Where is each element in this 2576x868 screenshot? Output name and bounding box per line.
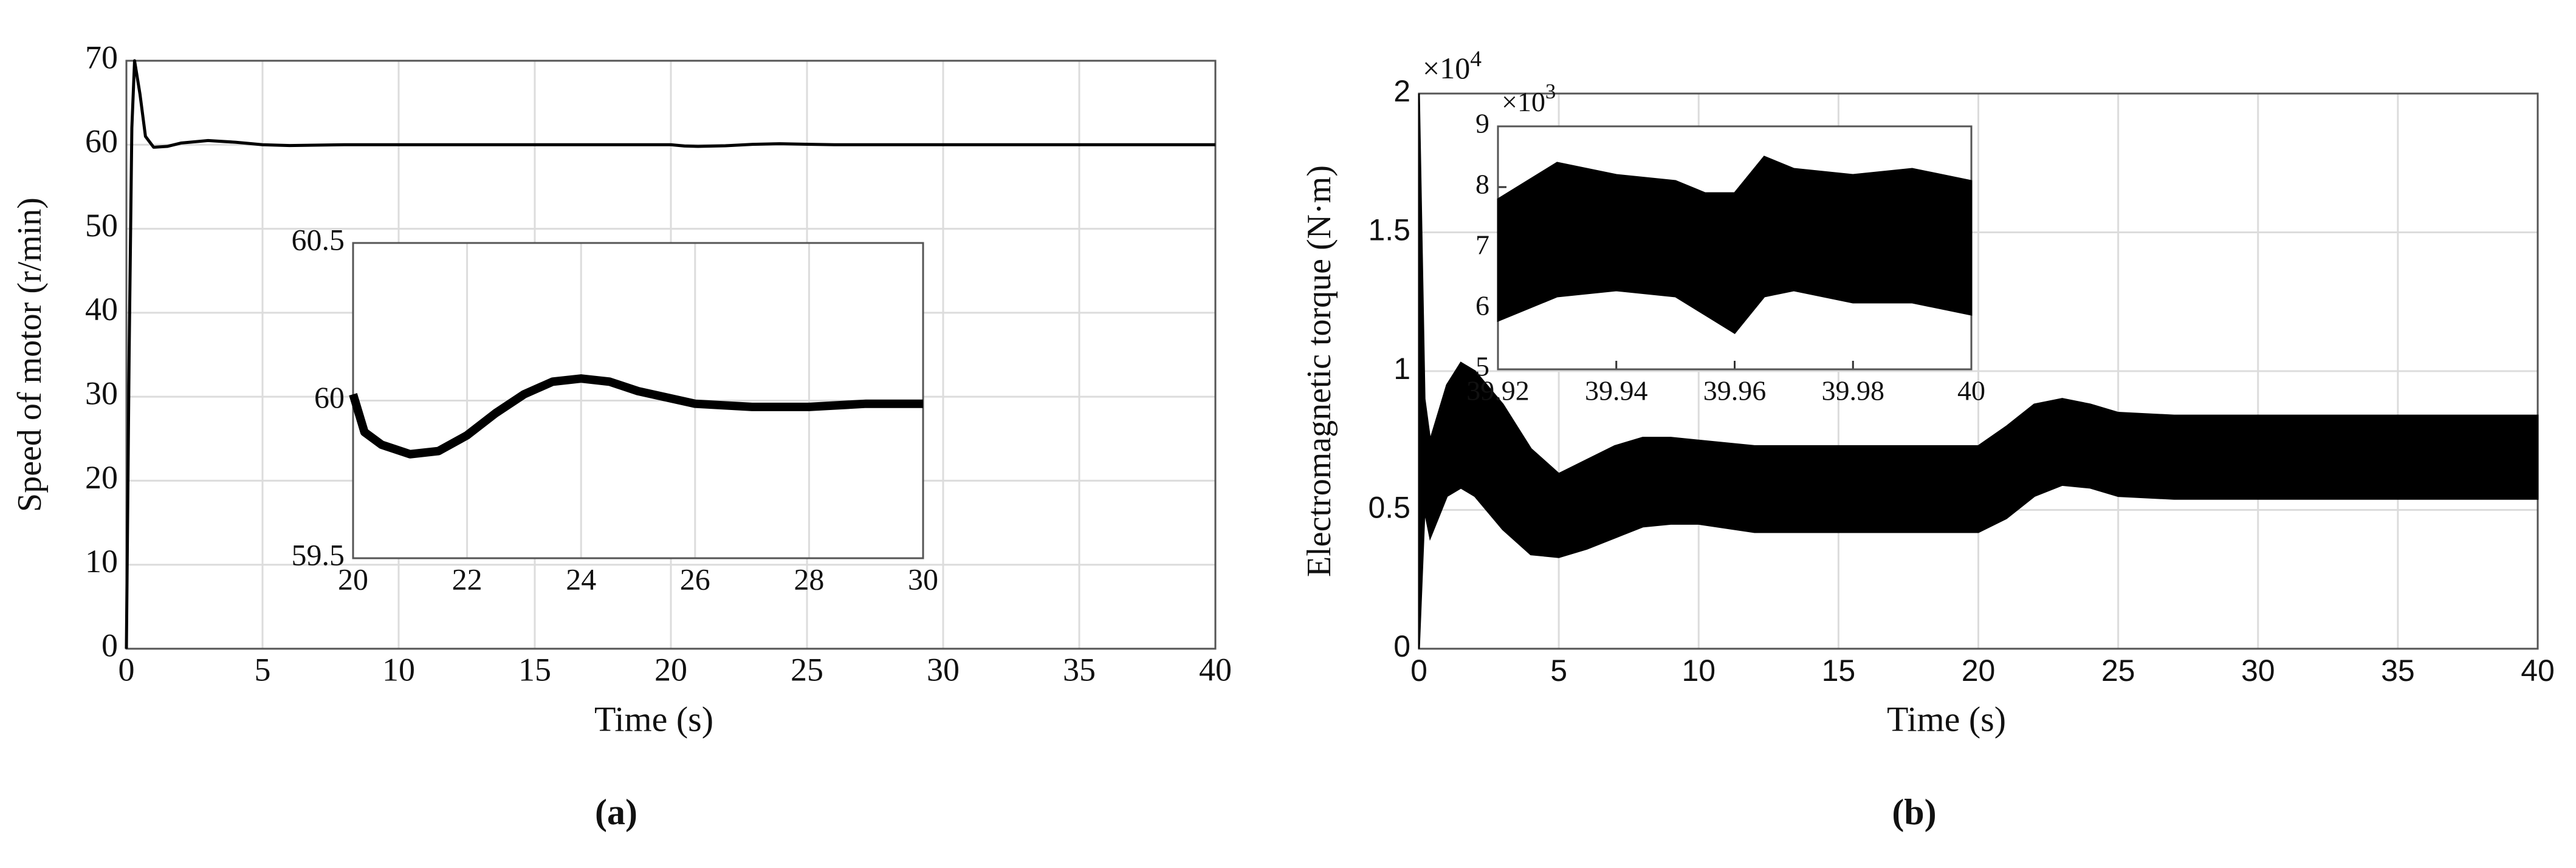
plot-frame: [125, 60, 1217, 650]
x-tick-label: 20: [654, 651, 687, 688]
multiplier-exponent: 3: [1545, 80, 1556, 103]
x-tick-label: 39.98: [1822, 375, 1885, 406]
y-axis-label: Speed of motor (r/min): [11, 197, 49, 512]
x-tick-label: 40: [1199, 651, 1232, 688]
x-tick-label: 39.96: [1703, 375, 1767, 406]
y-tick-label: 60: [314, 380, 345, 414]
y-tick-label: 9: [1475, 108, 1489, 139]
x-tick-label: 15: [518, 651, 551, 688]
y-tick-label: 8: [1475, 169, 1489, 200]
x-tick-label: 10: [1681, 654, 1716, 688]
x-tick-label: 30: [908, 562, 938, 596]
x-tick-label: 40: [1957, 375, 1985, 406]
multiplier-base: ×10: [1502, 86, 1545, 117]
x-tick-label: 20: [1962, 654, 1996, 688]
y-tick-label: 59.5: [292, 538, 345, 572]
y-tick-label: 0: [101, 627, 118, 663]
x-tick-label: 39.94: [1585, 375, 1648, 406]
x-tick-label: 30: [2241, 654, 2275, 688]
oscillation-band: [1497, 155, 1973, 334]
x-tick-label: 5: [1550, 654, 1567, 688]
y-tick-label: 2: [1393, 74, 1410, 108]
y-tick-label: 5: [1475, 351, 1489, 382]
x-tick-label: 0: [1410, 654, 1427, 688]
y-tick-label: 50: [85, 207, 118, 244]
x-tick-label: 5: [255, 651, 271, 688]
y-axis-label: Electromagnetic torque (N·m): [1300, 165, 1338, 577]
y-tick-label: 60: [85, 123, 118, 160]
x-tick-label: 20: [338, 562, 368, 596]
x-tick-label: 30: [927, 651, 960, 688]
x-tick-label: 26: [680, 562, 710, 596]
x-axis-label: Time (s): [594, 699, 713, 739]
data-line: [349, 374, 923, 459]
x-tick-label: 15: [1822, 654, 1856, 688]
y-tick-label: 40: [85, 291, 118, 327]
y-tick-label: 7: [1475, 230, 1489, 261]
x-tick-label: 28: [794, 562, 824, 596]
axis-multiplier: ×103: [1502, 80, 1556, 117]
y-tick-label: 10: [85, 543, 118, 579]
x-axis-label: Time (s): [1887, 699, 2006, 739]
axis-multiplier: ×104: [1423, 47, 1482, 86]
panel-label: (a): [595, 792, 637, 832]
x-tick-label: 39.92: [1466, 375, 1530, 406]
x-tick-label: 35: [2381, 654, 2415, 688]
y-tick-label: 30: [85, 375, 118, 412]
oscillation-band: [1418, 93, 2539, 649]
multiplier-base: ×10: [1423, 51, 1470, 85]
x-tick-label: 25: [2101, 654, 2135, 688]
x-tick-label: 22: [452, 562, 483, 596]
y-tick-label: 0: [1393, 629, 1410, 663]
x-tick-label: 24: [566, 562, 596, 596]
y-tick-label: 1: [1393, 352, 1410, 386]
x-tick-label: 40: [2521, 654, 2555, 688]
data-line: [125, 59, 1215, 649]
x-tick-label: 0: [118, 651, 135, 688]
y-tick-label: 1.5: [1368, 213, 1410, 247]
x-tick-label: 25: [791, 651, 823, 688]
x-tick-label: 35: [1063, 651, 1096, 688]
y-tick-label: 20: [85, 459, 118, 496]
y-tick-label: 70: [85, 39, 118, 75]
multiplier-exponent: 4: [1470, 47, 1482, 72]
y-tick-label: 60.5: [292, 222, 345, 256]
y-tick-label: 6: [1475, 290, 1489, 321]
y-tick-label: 0.5: [1368, 491, 1410, 525]
panel-label: (b): [1892, 792, 1936, 832]
x-tick-label: 10: [382, 651, 415, 688]
